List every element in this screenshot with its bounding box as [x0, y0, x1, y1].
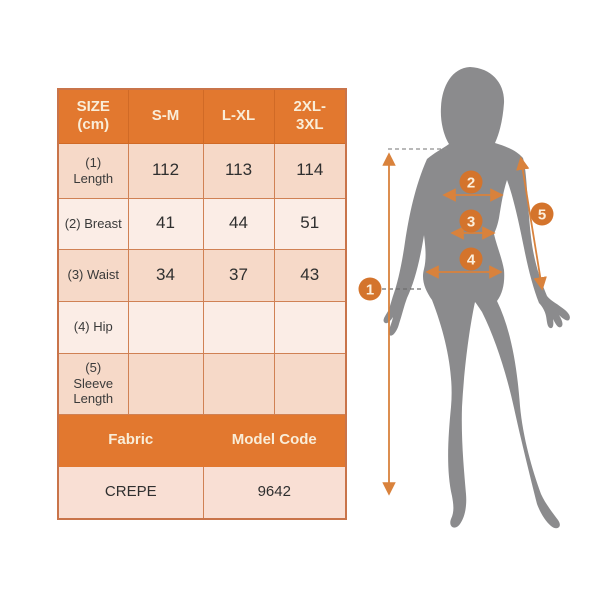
silhouette-svg: 1 2 3 4 5 [358, 67, 570, 529]
row-label-hip: (4) Hip [57, 300, 129, 354]
size-chart: SIZE (cm) S-M L-XL 2XL- 3XL (1) Length 1… [57, 88, 347, 520]
measurement-figure: 1 2 3 4 5 [358, 55, 582, 537]
marker-5-number: 5 [538, 207, 546, 224]
woman-silhouette [383, 67, 570, 529]
sleeve-arrow [516, 156, 547, 291]
row-label-waist: (3) Waist [57, 248, 129, 302]
fabric-header: Fabric [57, 413, 204, 467]
model-code-header: Model Code [202, 413, 347, 467]
fabric-value: CREPE [57, 465, 204, 520]
marker-1: 1 [358, 277, 382, 301]
fabric-header-row: Fabric Model Code [57, 413, 347, 467]
sleeve-sm-value [127, 352, 204, 415]
header-size-cm: SIZE (cm) [57, 88, 129, 144]
length-sm-value: 112 [127, 142, 204, 199]
table-row-waist: (3) Waist 34 37 43 [57, 248, 347, 302]
hip-lxl-value [202, 300, 275, 354]
row-label-breast: (2) Breast [57, 197, 129, 250]
header-col-2xl3xl: 2XL- 3XL [273, 88, 347, 144]
table-row-sleeve: (5) Sleeve Length [57, 352, 347, 415]
table-row-hip: (4) Hip [57, 300, 347, 354]
table-row-length: (1) Length 112 113 114 [57, 142, 347, 199]
size-chart-table: SIZE (cm) S-M L-XL 2XL- 3XL (1) Length 1… [57, 88, 347, 520]
model-code-value: 9642 [202, 465, 347, 520]
waist-2xl3xl-value: 43 [273, 248, 347, 302]
marker-4-number: 4 [467, 252, 476, 269]
row-label-sleeve-length: (5) Sleeve Length [57, 352, 129, 415]
table-header-row: SIZE (cm) S-M L-XL 2XL- 3XL [57, 88, 347, 144]
marker-2-number: 2 [467, 175, 475, 192]
marker-2: 2 [459, 170, 483, 194]
hip-2xl3xl-value [273, 300, 347, 354]
fabric-value-row: CREPE 9642 [57, 465, 347, 520]
marker-5: 5 [530, 202, 554, 226]
breast-lxl-value: 44 [202, 197, 275, 250]
length-lxl-value: 113 [202, 142, 275, 199]
table-row-breast: (2) Breast 41 44 51 [57, 197, 347, 250]
length-2xl3xl-value: 114 [273, 142, 347, 199]
breast-sm-value: 41 [127, 197, 204, 250]
header-col-sm: S-M [127, 88, 204, 144]
marker-3-number: 3 [467, 214, 475, 231]
waist-sm-value: 34 [127, 248, 204, 302]
hip-sm-value [127, 300, 204, 354]
marker-3: 3 [459, 209, 483, 233]
marker-1-number: 1 [366, 282, 374, 299]
sleeve-lxl-value [202, 352, 275, 415]
header-col-lxl: L-XL [202, 88, 275, 144]
waist-lxl-value: 37 [202, 248, 275, 302]
breast-2xl3xl-value: 51 [273, 197, 347, 250]
marker-4: 4 [459, 247, 483, 271]
row-label-length: (1) Length [57, 142, 129, 199]
sleeve-2xl3xl-value [273, 352, 347, 415]
